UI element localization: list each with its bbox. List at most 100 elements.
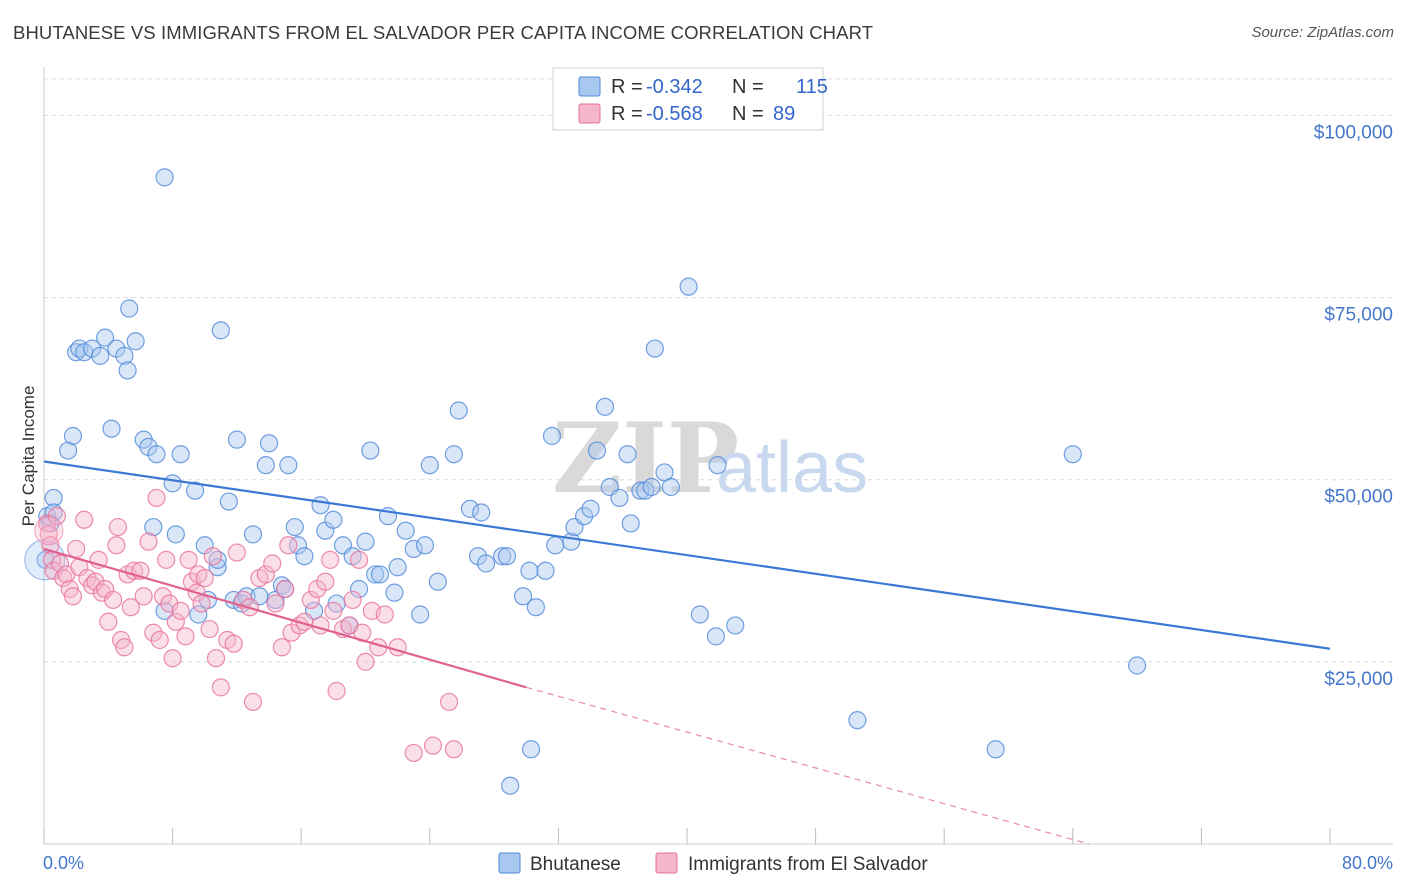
el-salvador-point xyxy=(279,536,298,555)
el-salvador-point xyxy=(99,612,118,631)
el-salvador-point xyxy=(203,547,222,566)
y-axis-title: Per Capita Income xyxy=(19,386,38,527)
axes xyxy=(43,67,1393,845)
bhutanese-point xyxy=(645,339,664,358)
el-salvador-point xyxy=(108,517,128,537)
bhutanese-point xyxy=(126,332,145,351)
legend-swatch-bhutanese xyxy=(578,76,601,97)
trend-lines xyxy=(43,460,1331,845)
bhutanese-point xyxy=(526,598,545,617)
bhutanese-point xyxy=(147,445,166,464)
bhutanese-point xyxy=(349,579,369,599)
bottom-legend-label-el-salvador: Immigrants from El Salvador xyxy=(688,854,928,875)
el-salvador-point xyxy=(47,507,66,526)
bhutanese-point xyxy=(91,346,110,365)
bhutanese-point xyxy=(575,507,594,526)
bhutanese-point xyxy=(476,554,496,573)
watermark-zip: ZIP xyxy=(552,402,739,515)
bhutanese-point xyxy=(536,561,555,580)
el-salvador-point xyxy=(192,594,211,613)
bhutanese-point xyxy=(460,499,480,518)
bhutanese-point xyxy=(404,539,423,559)
el-salvador-point xyxy=(179,550,198,569)
bhutanese-point xyxy=(385,583,404,602)
el-salvador-point xyxy=(206,649,226,668)
source-note: Source: ZipAtlas.com xyxy=(1251,24,1394,41)
legend-swatch-el-salvador xyxy=(578,103,601,124)
el-salvador-point xyxy=(134,587,153,606)
y-tick-labels: $25,000 $50,000 $75,000 $100,000 xyxy=(1314,122,1393,689)
bhutanese-point xyxy=(295,547,314,566)
el-salvador-point xyxy=(227,543,246,562)
legend-n-value-0: 115 xyxy=(796,76,828,98)
bhutanese-point xyxy=(59,441,78,460)
bhutanese-point xyxy=(428,572,447,591)
bhutanese-point xyxy=(361,441,380,460)
legend-r-label-1: R = xyxy=(611,103,643,125)
el-salvador-point xyxy=(144,623,163,642)
chart-title: BHUTANESE VS IMMIGRANTS FROM EL SALVADOR… xyxy=(13,22,874,43)
el-salvador-point xyxy=(153,587,173,606)
bhutanese-point xyxy=(493,547,512,566)
bhutanese-point xyxy=(155,168,174,187)
bhutanese-point xyxy=(420,456,439,475)
legend-r-value-1: -0.568 xyxy=(646,103,703,125)
el-salvador-point xyxy=(139,532,158,551)
bhutanese-point xyxy=(848,711,867,730)
el-salvador-point xyxy=(321,550,340,569)
el-salvador-point xyxy=(327,681,346,701)
bhutanese-point xyxy=(189,605,208,624)
el-salvador-point xyxy=(86,572,105,591)
el-salvador-point xyxy=(195,568,214,588)
bhutanese-point xyxy=(227,430,246,449)
bhutanese-point xyxy=(163,474,182,493)
bhutanese-point xyxy=(356,532,375,551)
bhutanese-point xyxy=(370,565,390,584)
bottom-legend: Bhutanese Immigrants from El Salvador xyxy=(498,852,928,875)
el-salvador-point xyxy=(171,601,190,620)
el-salvador-point xyxy=(349,550,369,569)
bhutanese-point xyxy=(444,445,464,464)
bhutanese-point xyxy=(618,445,637,464)
bhutanese-point xyxy=(610,488,629,508)
el-salvador-point xyxy=(444,740,464,759)
bhutanese-point xyxy=(115,346,134,365)
bhutanese-point xyxy=(631,481,650,500)
bhutanese-point xyxy=(497,547,517,566)
bhutanese-point xyxy=(102,419,121,438)
el-salvador-points xyxy=(34,488,464,763)
bhutanese-point xyxy=(587,441,607,460)
bhutanese-point xyxy=(449,401,468,420)
el-salvador-point xyxy=(301,590,320,610)
bhutanese-point xyxy=(388,558,407,577)
bhutanese-point xyxy=(279,456,298,475)
y-tick-label: $50,000 xyxy=(1324,487,1393,508)
bhutanese-point xyxy=(120,299,139,318)
el-salvador-point xyxy=(115,638,134,657)
el-salvador-point xyxy=(157,550,176,569)
el-salvador-point xyxy=(272,638,292,657)
bhutanese-point xyxy=(726,616,745,635)
el-salvador-point xyxy=(163,649,182,668)
el-salvador-point xyxy=(423,736,443,755)
bhutanese-point xyxy=(285,517,304,537)
el-salvador-point xyxy=(311,616,330,635)
bhutanese-point xyxy=(63,426,83,446)
bhutanese-point xyxy=(542,426,562,446)
bhutanese-trend-line xyxy=(43,460,1331,650)
el-salvador-point xyxy=(316,572,335,591)
el-salvador-point xyxy=(343,590,362,610)
bottom-legend-swatch-bhutanese xyxy=(498,852,521,874)
watermark-atlas: atlas xyxy=(716,428,868,508)
bhutanese-point xyxy=(311,496,330,515)
bhutanese-point xyxy=(690,605,709,624)
bhutanese-point xyxy=(642,477,661,497)
el-salvador-point xyxy=(375,605,394,624)
y-tick-label: $100,000 xyxy=(1314,122,1393,143)
bhutanese-point xyxy=(708,456,727,475)
bhutanese-point xyxy=(243,525,263,544)
bhutanese-point xyxy=(472,503,491,522)
el-salvador-point xyxy=(121,598,140,617)
legend-n-value-1: 89 xyxy=(773,103,795,125)
